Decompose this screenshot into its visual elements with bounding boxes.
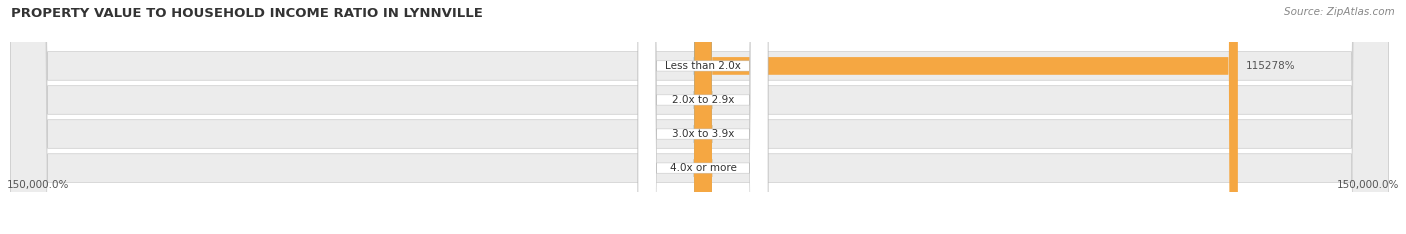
FancyBboxPatch shape: [638, 0, 768, 234]
FancyBboxPatch shape: [693, 0, 713, 234]
FancyBboxPatch shape: [10, 0, 1389, 234]
Text: Less than 2.0x: Less than 2.0x: [665, 61, 741, 71]
FancyBboxPatch shape: [10, 0, 1389, 234]
Text: 13.3%: 13.3%: [711, 163, 745, 173]
FancyBboxPatch shape: [693, 0, 713, 234]
FancyBboxPatch shape: [693, 0, 711, 234]
Text: 2.0x to 2.9x: 2.0x to 2.9x: [672, 95, 734, 105]
FancyBboxPatch shape: [693, 0, 713, 234]
FancyBboxPatch shape: [693, 0, 711, 234]
FancyBboxPatch shape: [703, 0, 1237, 234]
Text: 8.4%: 8.4%: [668, 95, 695, 105]
Text: 115278%: 115278%: [1246, 61, 1296, 71]
FancyBboxPatch shape: [638, 0, 768, 234]
Text: 150,000.0%: 150,000.0%: [1337, 180, 1399, 190]
Text: 150,000.0%: 150,000.0%: [7, 180, 69, 190]
Text: 4.0x or more: 4.0x or more: [669, 163, 737, 173]
Text: 40%: 40%: [711, 129, 734, 139]
FancyBboxPatch shape: [695, 0, 713, 234]
FancyBboxPatch shape: [638, 0, 768, 234]
FancyBboxPatch shape: [638, 0, 768, 234]
Text: PROPERTY VALUE TO HOUSEHOLD INCOME RATIO IN LYNNVILLE: PROPERTY VALUE TO HOUSEHOLD INCOME RATIO…: [11, 7, 484, 20]
FancyBboxPatch shape: [10, 0, 1389, 234]
Text: 45.8%: 45.8%: [661, 61, 695, 71]
Text: 31.3%: 31.3%: [661, 163, 695, 173]
Text: 28.3%: 28.3%: [711, 95, 745, 105]
FancyBboxPatch shape: [693, 0, 713, 234]
FancyBboxPatch shape: [10, 0, 1389, 234]
Text: 12.1%: 12.1%: [661, 129, 695, 139]
Text: 3.0x to 3.9x: 3.0x to 3.9x: [672, 129, 734, 139]
Text: Source: ZipAtlas.com: Source: ZipAtlas.com: [1284, 7, 1395, 17]
